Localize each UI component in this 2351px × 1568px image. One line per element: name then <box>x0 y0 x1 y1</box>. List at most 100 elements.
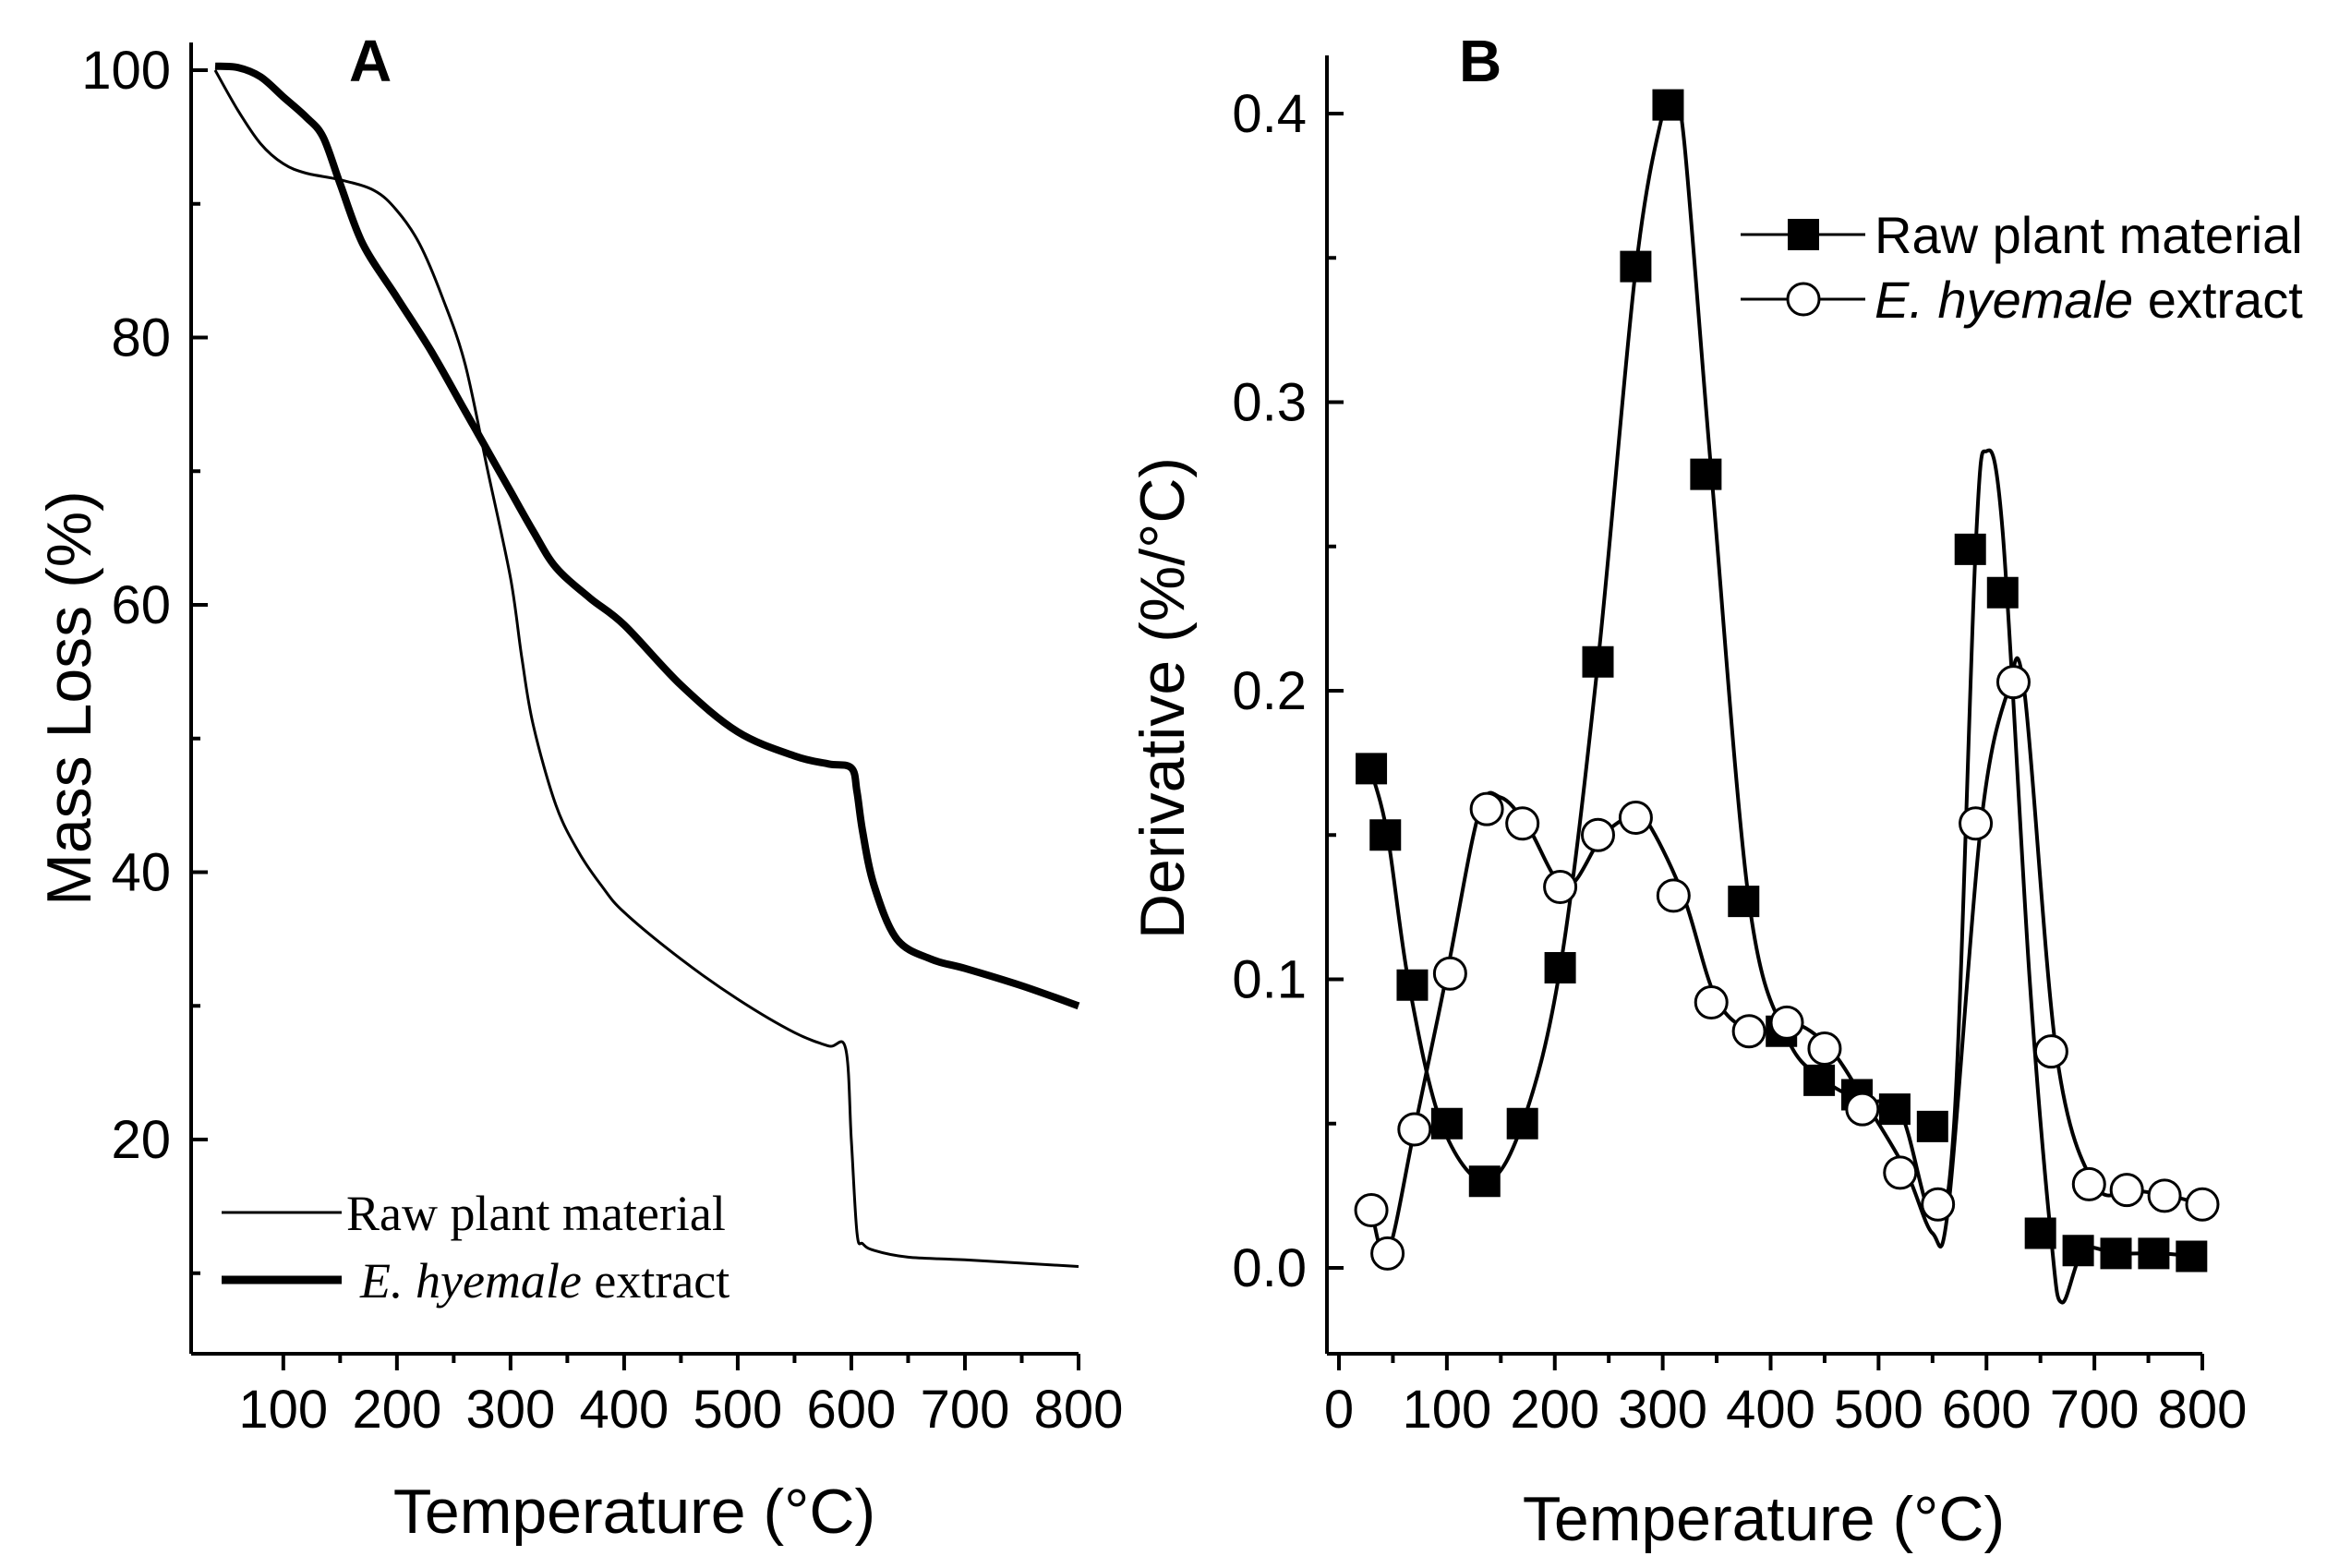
panel-b-x-axis-title: Temperature (°C) <box>1523 1484 2005 1554</box>
a-y-tick-label: 40 <box>111 843 171 903</box>
legend-b-extract-plain: extract <box>2133 271 2303 329</box>
b-y-tick-label: 0.2 <box>1232 661 1307 721</box>
a-x-tick-label: 200 <box>352 1380 441 1440</box>
a-series-raw-line <box>213 69 1079 1268</box>
b-raw-marker <box>1954 533 1986 565</box>
panel-b-series <box>1354 89 2220 1305</box>
b-extract-marker <box>1807 1031 1842 1066</box>
b-raw-marker <box>1506 1107 1538 1140</box>
b-raw-marker <box>1803 1064 1836 1096</box>
legend-a-raw-label: Raw plant material <box>346 1186 726 1241</box>
b-extract-marker <box>1469 791 1504 826</box>
b-extract-marker <box>1959 806 1994 841</box>
b-extract-marker <box>1694 985 1729 1019</box>
b-x-tick-label: 500 <box>1834 1380 1923 1440</box>
panel-a-legend: Raw plant material E. hyemale extract <box>222 1186 729 1309</box>
panel-a-y-axis-title: Mass Loss (%) <box>34 490 104 906</box>
a-x-tick-label: 300 <box>465 1380 555 1440</box>
b-extract-marker <box>1354 1193 1389 1227</box>
legend-a-extract-italic: E. hyemale <box>359 1253 582 1309</box>
a-y-tick-label: 60 <box>111 575 171 635</box>
b-raw-marker <box>2024 1217 2056 1249</box>
b-raw-marker <box>1916 1110 1948 1142</box>
b-x-tick-label: 700 <box>2050 1380 2140 1440</box>
b-y-tick-label: 0.4 <box>1232 84 1307 144</box>
a-x-tick-label: 800 <box>1034 1380 1124 1440</box>
b-y-tick-label: 0.3 <box>1232 373 1307 433</box>
panel-a-ticks: 100 200 300 400 500 600 700 800 20 40 60 80 100 <box>81 41 1123 1440</box>
b-series-raw-line <box>1369 93 2198 1305</box>
legend-a-extract-plain: extract <box>582 1253 729 1309</box>
a-x-tick-label: 100 <box>238 1380 328 1440</box>
b-extract-marker <box>1505 806 1540 841</box>
b-extract-marker <box>1656 878 1691 913</box>
legend-b-extract-marker <box>1786 282 1821 317</box>
b-raw-marker <box>1468 1165 1501 1198</box>
panel-a-series <box>213 62 1080 1268</box>
b-y-tick-label: 0.0 <box>1232 1238 1307 1298</box>
b-extract-marker <box>1618 801 1653 835</box>
legend-b-raw-label: Raw plant material <box>1875 206 2303 264</box>
b-extract-marker <box>2071 1166 2106 1201</box>
b-extract-marker <box>1769 1005 1804 1040</box>
a-x-tick-label: 700 <box>921 1380 1010 1440</box>
b-extract-marker <box>2185 1187 2220 1222</box>
b-extract-marker <box>1581 817 1615 852</box>
panel-b: B 0 100 200 300 400 500 600 700 8000.00.10.20.30… <box>1127 28 2303 1554</box>
b-raw-marker <box>1652 89 1684 121</box>
b-raw-marker <box>1878 1093 1911 1126</box>
panel-a-label: A <box>349 28 392 94</box>
b-raw-marker <box>1728 886 1760 918</box>
b-raw-marker <box>2176 1240 2208 1272</box>
b-raw-marker <box>1582 645 1614 678</box>
b-extract-marker <box>2109 1173 2144 1208</box>
b-extract-marker <box>1432 956 1467 991</box>
a-y-tick-label: 80 <box>111 308 171 368</box>
b-raw-marker <box>1690 458 1722 490</box>
b-raw-marker <box>2138 1237 2170 1270</box>
b-x-tick-label: 600 <box>1942 1380 2032 1440</box>
legend-b-extract-italic: E. hyemale <box>1875 271 2133 329</box>
panel-b-legend: Raw plant material E. hyemale extract <box>1741 206 2303 329</box>
a-y-tick-label: 20 <box>111 1110 171 1170</box>
b-extract-marker <box>1543 870 1578 904</box>
a-y-tick-label: 100 <box>81 41 171 101</box>
b-extract-marker <box>1370 1236 1405 1271</box>
b-raw-marker <box>2100 1237 2132 1270</box>
a-series-extract-line <box>214 62 1080 1010</box>
b-raw-marker <box>1356 753 1388 785</box>
panel-b-label: B <box>1459 28 1501 94</box>
legend-b-raw-marker <box>1788 219 1819 250</box>
b-raw-marker <box>1369 819 1402 851</box>
b-x-tick-label: 100 <box>1402 1380 1491 1440</box>
panel-a: A 100 200 300 400 500 600 700 800 20 40 60 80 100 Te… <box>34 28 1123 1547</box>
b-x-tick-label: 800 <box>2158 1380 2248 1440</box>
b-x-tick-label: 300 <box>1618 1380 1707 1440</box>
b-extract-marker <box>1883 1155 1918 1190</box>
b-extract-marker <box>1921 1187 1956 1222</box>
legend-a-extract-label: E. hyemale extract <box>359 1253 729 1309</box>
b-extract-marker <box>2147 1178 2182 1213</box>
a-x-tick-label: 600 <box>807 1380 897 1440</box>
a-x-tick-label: 500 <box>693 1380 783 1440</box>
b-extract-marker <box>2033 1034 2068 1069</box>
b-x-tick-label: 0 <box>1324 1380 1354 1440</box>
panel-b-y-axis-title: Derivative (%/°C) <box>1127 457 1198 939</box>
b-raw-marker <box>2062 1235 2094 1267</box>
b-x-tick-label: 400 <box>1726 1380 1815 1440</box>
b-raw-marker <box>1986 576 2019 609</box>
b-raw-marker <box>1396 969 1429 1001</box>
b-x-tick-label: 200 <box>1510 1380 1599 1440</box>
b-y-tick-label: 0.1 <box>1232 950 1307 1010</box>
b-extract-marker <box>1995 665 2031 700</box>
panel-b-ticks: 0 100 200 300 400 500 600 700 800 0.0 0.1 0.2 0.3 0.4 <box>1232 84 2247 1440</box>
panel-a-x-axis-title: Temperature (°C) <box>393 1477 875 1547</box>
b-extract-marker <box>1845 1092 1880 1127</box>
b-extract-marker <box>1731 1014 1766 1049</box>
b-raw-marker <box>1620 250 1652 283</box>
a-x-tick-label: 400 <box>580 1380 669 1440</box>
b-extract-marker <box>1397 1112 1432 1147</box>
b-raw-marker <box>1430 1107 1463 1140</box>
b-raw-marker <box>1544 952 1576 983</box>
